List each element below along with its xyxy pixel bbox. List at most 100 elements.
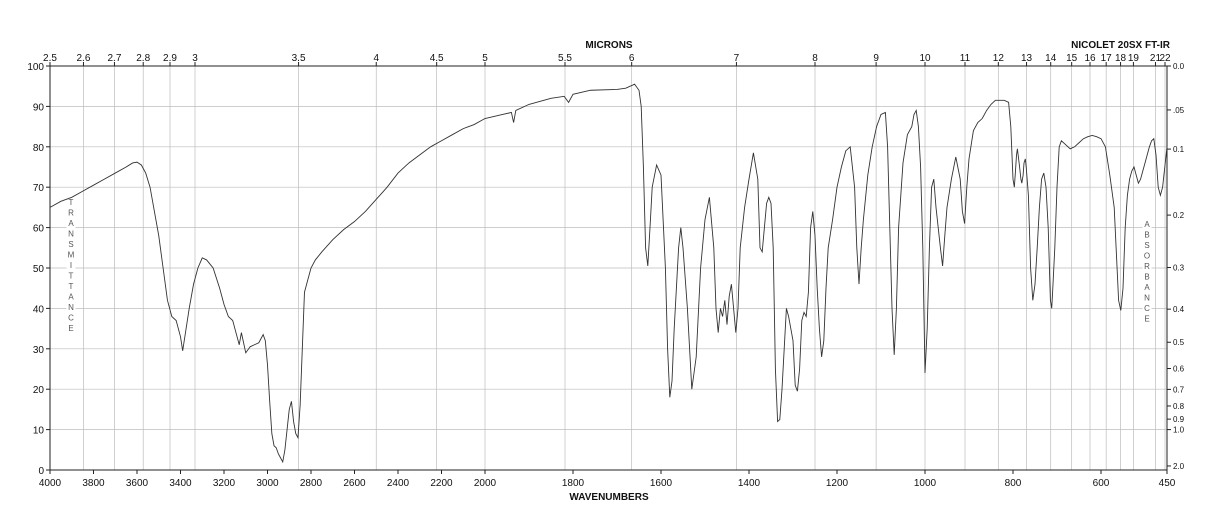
y-tick-label: 20 [33, 385, 45, 396]
axis-title-letter: E [68, 324, 73, 333]
axis-title-bg [1142, 292, 1152, 303]
micron-tick-label: 2.5 [43, 53, 57, 64]
x-tick-label: 800 [1005, 478, 1022, 489]
x-tick-label: 1800 [562, 478, 585, 489]
micron-tick-label: 4.5 [430, 53, 444, 64]
absorbance-tick-label: 0.1 [1173, 145, 1185, 154]
spectrum-line [49, 83, 1168, 464]
micron-tick-label: 22 [1159, 53, 1171, 64]
axis-title-letter: M [68, 251, 75, 260]
axis-title-letter: N [68, 230, 74, 239]
axis-title-bg [1142, 303, 1152, 313]
axis-title-bg [1142, 229, 1152, 240]
x-tick-label: 3800 [82, 478, 105, 489]
x-tick-label: 1200 [826, 478, 849, 489]
axis-title-bg [66, 218, 76, 228]
micron-tick-label: 9 [873, 53, 879, 64]
micron-tick-label: 13 [1021, 53, 1033, 64]
axis-title-letter: A [68, 219, 74, 228]
micron-tick-label: 3.5 [292, 53, 306, 64]
axis-title-bg [1142, 313, 1152, 324]
axis-title-letter: N [68, 303, 74, 312]
absorbance-tick-label: 0.3 [1173, 264, 1185, 273]
y-tick-label: 90 [33, 102, 45, 113]
micron-axis-title: MICRONS [585, 40, 633, 51]
micron-tick-label: 5.5 [558, 53, 572, 64]
axis-title-letter: T [69, 282, 74, 291]
axis-title-bg [1142, 219, 1152, 229]
axis-title-bg [66, 270, 76, 281]
x-tick-label: 3000 [256, 478, 279, 489]
axis-title-bg [1142, 240, 1152, 250]
y-tick-label: 50 [33, 264, 45, 275]
micron-tick-label: 7 [734, 53, 740, 64]
micron-tick-label: 19 [1128, 53, 1140, 64]
absorbance-tick-label: 0.2 [1173, 211, 1185, 220]
y-tick-label: 60 [33, 224, 45, 235]
x-tick-label: 1000 [914, 478, 937, 489]
absorbance-tick-label: 0.4 [1173, 305, 1185, 314]
absorbance-tick-label: 2.0 [1173, 462, 1185, 471]
micron-tick-label: 8 [812, 53, 818, 64]
axis-title-bg [66, 197, 76, 207]
y-tick-label: 80 [33, 143, 45, 154]
x-tick-label: 4000 [39, 478, 62, 489]
x-tick-label: 2600 [343, 478, 366, 489]
axis-title-letter: T [69, 272, 74, 281]
axis-title-letter: A [68, 293, 74, 302]
micron-tick-label: 17 [1101, 53, 1113, 64]
micron-tick-label: 14 [1045, 53, 1057, 64]
axis-title-bg [66, 281, 76, 291]
axis-title-bg [66, 323, 76, 333]
axis-title-letter: I [70, 261, 72, 270]
axis-title-bg [1142, 271, 1152, 282]
wavenumber-axis: 4000 3800 3600 3400 3200 3000 2800 2600 2400 2200… [39, 470, 1176, 489]
absorbance-tick-label: 0.7 [1173, 385, 1185, 394]
transmittance-axis: 0 10 20 30 40 50 60 70 80 90 100 [27, 62, 50, 477]
grid-lines [49, 65, 1167, 471]
y-tick-label: 70 [33, 183, 45, 194]
axis-title-letter: C [68, 314, 74, 323]
axis-title-bg [66, 228, 76, 239]
micron-tick-label: 10 [919, 53, 931, 64]
micron-tick-label: 6 [629, 53, 635, 64]
axis-title-letter: A [1144, 283, 1150, 292]
axis-title-letter: T [69, 198, 74, 207]
micron-tick-label: 2.6 [77, 53, 91, 64]
micron-tick-label: 4 [373, 53, 379, 64]
axis-title-letter: B [1144, 231, 1149, 240]
x-axis-title: WAVENUMBERS [569, 492, 649, 503]
micron-tick-label: 2.8 [136, 53, 150, 64]
absorbance-tick-label: 0.6 [1173, 365, 1185, 374]
axis-title-bg [1142, 261, 1152, 271]
absorbance-tick-label: 0.8 [1173, 402, 1185, 411]
micron-tick-label: 12 [993, 53, 1005, 64]
x-tick-label: 1600 [650, 478, 673, 489]
absorbance-tick-label: 0.0 [1173, 62, 1185, 71]
axis-title-letter: C [1144, 304, 1150, 313]
absorbance-axis: 0.0 .05 0.1 0.2 0.3 0.4 0.5 0.6 0.7 0.8 0.9 1.0 2.0 [1167, 62, 1185, 471]
axis-title-bg [1142, 282, 1152, 292]
micron-tick-label: 21 [1150, 53, 1162, 64]
x-tick-label: 3200 [213, 478, 236, 489]
axis-title-letter: A [1144, 220, 1150, 229]
y-tick-label: 0 [38, 466, 44, 477]
micron-tick-label: 15 [1066, 53, 1078, 64]
axis-title-bg [66, 260, 76, 270]
absorbance-tick-label: 1.0 [1173, 426, 1185, 435]
x-tick-label: 2400 [387, 478, 410, 489]
axis-title-bg [1142, 250, 1152, 261]
axis-title-letter: N [1144, 294, 1150, 303]
axis-title-bg [66, 249, 76, 260]
axis-title-letter: R [68, 209, 74, 218]
micron-tick-label: 18 [1115, 53, 1127, 64]
axis-title-bg [66, 207, 76, 218]
x-tick-label: 2200 [430, 478, 453, 489]
micron-tick-label: 2.7 [107, 53, 121, 64]
x-tick-label: 2000 [474, 478, 497, 489]
y-tick-label: 10 [33, 426, 45, 437]
absorbance-tick-label: 0.9 [1173, 415, 1185, 424]
x-tick-label: 3600 [126, 478, 149, 489]
